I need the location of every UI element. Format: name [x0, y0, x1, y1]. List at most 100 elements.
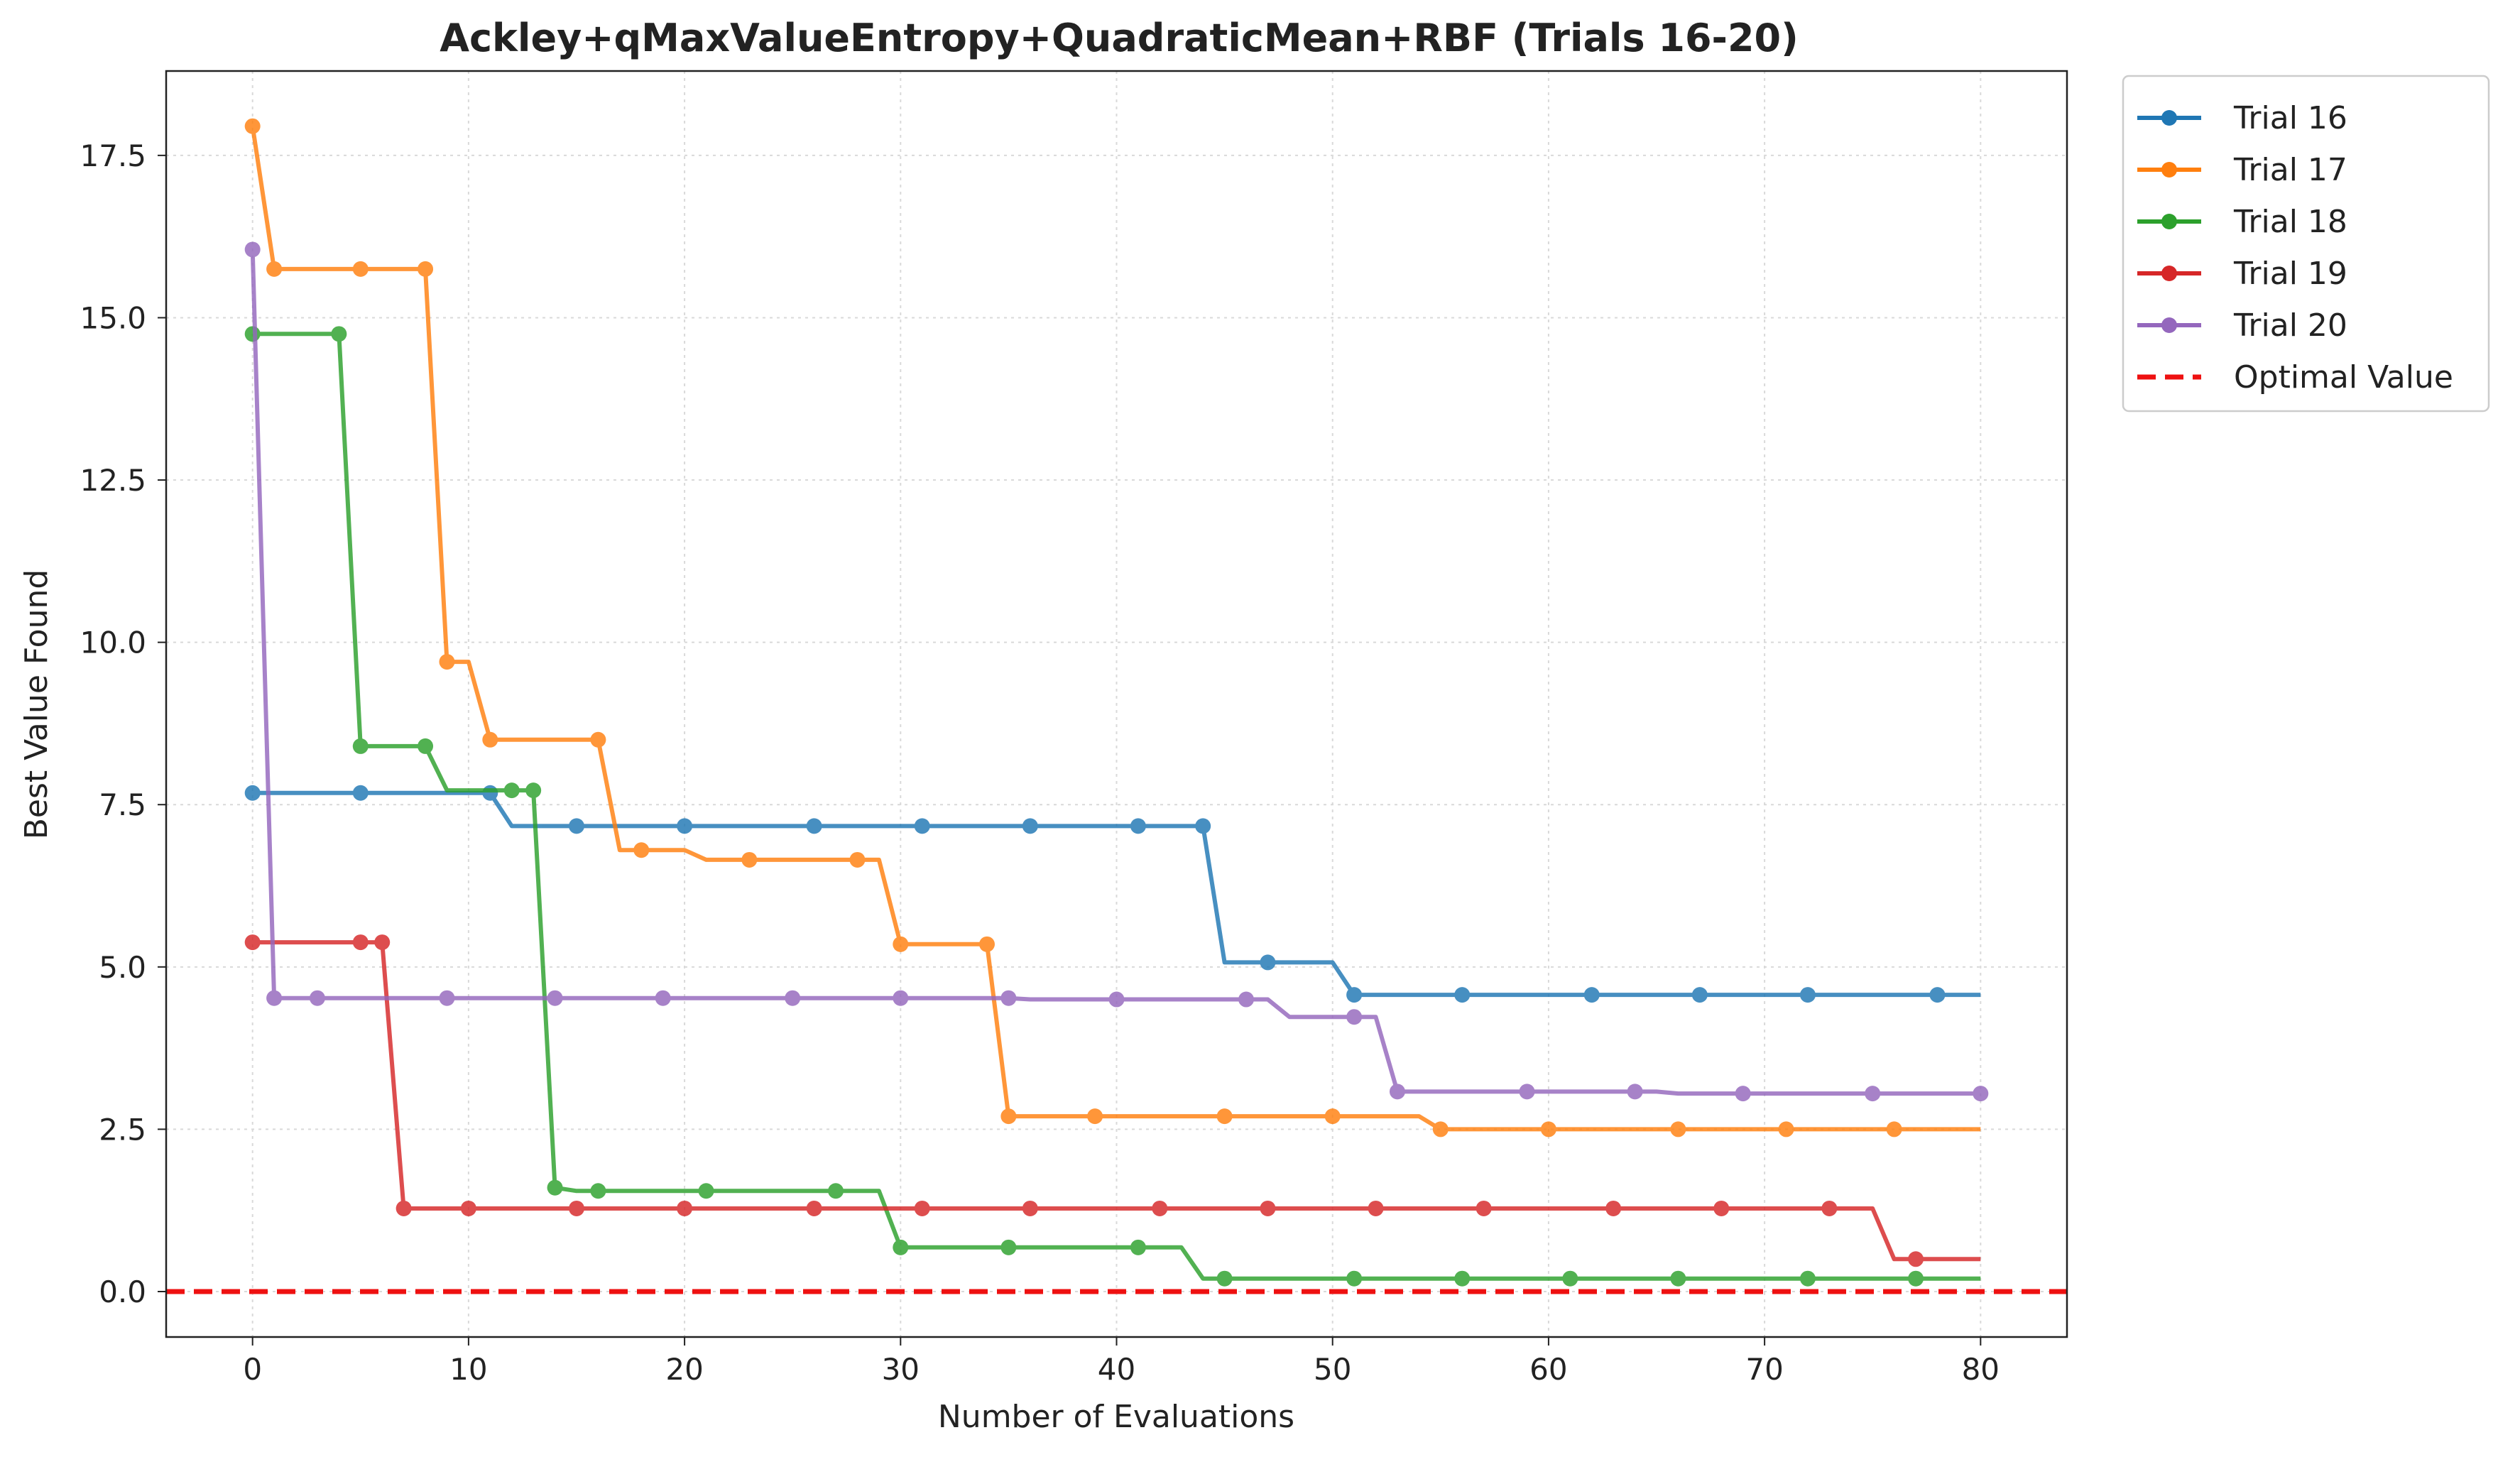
- data-point: [1324, 1108, 1341, 1125]
- series-trial-19: [244, 934, 1981, 1267]
- data-point: [633, 842, 650, 858]
- x-tick-label: 70: [1745, 1352, 1783, 1387]
- y-tick-label: 15.0: [80, 300, 146, 335]
- data-point: [1238, 991, 1255, 1008]
- x-tick-label: 60: [1529, 1352, 1567, 1387]
- legend-label: Trial 19: [2233, 256, 2347, 292]
- y-tick-label: 5.0: [99, 950, 146, 985]
- data-point: [482, 785, 498, 801]
- data-point: [266, 261, 283, 277]
- data-point: [1346, 1270, 1363, 1287]
- data-point: [352, 738, 369, 754]
- data-point: [1908, 1251, 1924, 1267]
- legend-label: Trial 18: [2233, 204, 2347, 240]
- data-point: [590, 1183, 606, 1199]
- data-point: [331, 326, 347, 342]
- data-point: [568, 1200, 584, 1216]
- legend-marker: [2161, 266, 2177, 281]
- data-point: [914, 818, 930, 834]
- y-tick-label: 12.5: [80, 463, 146, 498]
- data-point: [655, 990, 671, 1006]
- x-tick-label: 30: [882, 1352, 920, 1387]
- data-point: [460, 1200, 476, 1216]
- y-tick-label: 0.0: [99, 1275, 146, 1309]
- data-point: [1735, 1086, 1751, 1102]
- data-point: [893, 1239, 909, 1255]
- data-point: [1216, 1108, 1233, 1125]
- series-trial-17: [244, 118, 1981, 1137]
- data-point: [677, 818, 693, 834]
- data-point: [244, 118, 261, 134]
- x-tick-label: 80: [1962, 1352, 2000, 1387]
- data-point: [439, 654, 455, 670]
- data-point: [1670, 1270, 1686, 1287]
- data-point: [418, 261, 434, 277]
- legend-marker: [2161, 162, 2177, 178]
- data-point: [978, 936, 995, 952]
- data-point: [1195, 818, 1211, 834]
- x-axis-label: Number of Evaluations: [938, 1399, 1294, 1435]
- legend-marker: [2161, 317, 2177, 333]
- data-point: [1087, 1108, 1103, 1125]
- data-point: [785, 990, 801, 1006]
- data-point: [698, 1183, 714, 1199]
- data-point: [525, 782, 542, 799]
- data-point: [1389, 1084, 1405, 1100]
- series-trial-20: [244, 241, 1989, 1102]
- x-tick-label: 20: [665, 1352, 703, 1387]
- data-point: [503, 782, 520, 799]
- data-point: [1691, 987, 1708, 1003]
- y-tick-label: 17.5: [80, 138, 146, 173]
- data-point: [1260, 954, 1276, 971]
- x-tick-label: 40: [1098, 1352, 1135, 1387]
- data-point: [1108, 991, 1125, 1008]
- data-point: [1908, 1270, 1924, 1287]
- data-point: [1454, 1270, 1471, 1287]
- legend-marker: [2161, 110, 2177, 126]
- data-point: [1000, 990, 1017, 1006]
- legend-entry: Trial 16: [2137, 100, 2347, 136]
- data-point: [1886, 1121, 1902, 1137]
- data-point: [244, 241, 261, 258]
- data-point: [244, 934, 261, 951]
- data-point: [1022, 818, 1038, 834]
- data-point: [439, 990, 455, 1006]
- data-point: [1865, 1086, 1881, 1102]
- data-point: [266, 990, 283, 1006]
- legend-label: Trial 20: [2233, 307, 2347, 344]
- data-point: [244, 785, 261, 801]
- data-point: [547, 1179, 563, 1196]
- data-point: [893, 936, 909, 952]
- data-point: [1346, 1009, 1363, 1025]
- data-point: [568, 818, 584, 834]
- data-point: [1000, 1239, 1017, 1255]
- data-point: [1130, 1239, 1146, 1255]
- x-tick-label: 10: [449, 1352, 487, 1387]
- data-point: [1519, 1084, 1535, 1100]
- data-point: [1454, 987, 1471, 1003]
- data-point: [1583, 987, 1600, 1003]
- data-point: [1713, 1200, 1730, 1216]
- series-layer: [244, 118, 1989, 1287]
- legend-entry: Optimal Value: [2137, 359, 2453, 395]
- legend-frame: [2122, 75, 2490, 413]
- data-point: [1821, 1200, 1838, 1216]
- data-point: [1778, 1121, 1794, 1137]
- y-tick-label: 10.0: [80, 626, 146, 660]
- series-trial-16: [244, 785, 1981, 1003]
- legend: Trial 16 Trial 17 Trial 18 Trial 19 Trial 20…: [2122, 75, 2490, 413]
- y-axis-label: Best Value Found: [18, 569, 55, 840]
- legend-marker: [2161, 214, 2177, 229]
- data-point: [1368, 1200, 1384, 1216]
- data-point: [418, 738, 434, 754]
- data-point: [1476, 1200, 1492, 1216]
- legend-label: Optimal Value: [2234, 359, 2453, 395]
- data-point: [1670, 1121, 1686, 1137]
- y-tick-label: 2.5: [99, 1112, 146, 1147]
- chart-title: Ackley+qMaxValueEntropy+QuadraticMean+RB…: [440, 16, 1799, 60]
- data-point: [396, 1200, 412, 1216]
- legend-entry: Trial 19: [2137, 256, 2347, 292]
- data-point: [677, 1200, 693, 1216]
- data-point: [741, 851, 758, 868]
